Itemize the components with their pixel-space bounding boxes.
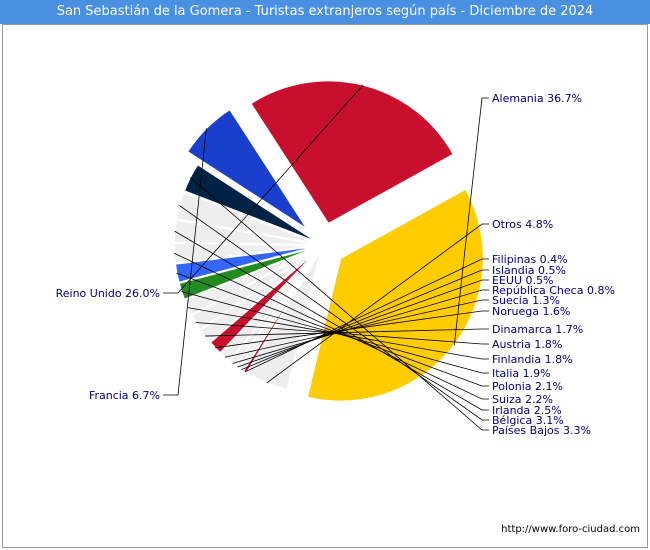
leader-line-italia bbox=[181, 291, 489, 374]
leader-line-polonia bbox=[176, 272, 489, 387]
pie-slice-alemania bbox=[306, 187, 485, 402]
slice-label-filipinas: Filipinas 0.4% bbox=[492, 253, 568, 266]
slice-label-paises-bajos: Países Bajos 3.3% bbox=[492, 424, 591, 437]
slice-label-polonia: Polonia 2.1% bbox=[492, 380, 563, 393]
slice-label-republica-checa: República Checa 0.8% bbox=[492, 284, 615, 297]
leader-line-suiza bbox=[174, 252, 489, 400]
leader-line-noruega bbox=[215, 310, 489, 349]
pie-slice-irlanda bbox=[173, 219, 318, 246]
slice-label-austria: Austria 1.8% bbox=[492, 338, 562, 351]
slice-label-finlandia: Finlandia 1.8% bbox=[492, 353, 573, 366]
leader-line-paises-bajos bbox=[189, 177, 489, 431]
slice-label-otros: Otros 4.8% bbox=[492, 218, 553, 231]
leader-line-dinamarca bbox=[205, 328, 489, 337]
slice-label-noruega: Noruega 1.6% bbox=[492, 305, 570, 318]
slice-label-islandia: Islandia 0.5% bbox=[492, 264, 566, 277]
pie-slice-paises-bajos bbox=[183, 163, 319, 243]
leader-line-filipinas bbox=[244, 258, 489, 373]
slice-label-reino-unido: Reino Unido 26.0% bbox=[56, 287, 160, 300]
slice-labels: Alemania 36.7% Otros 4.8% Filipinas 0.4%Is… bbox=[56, 92, 615, 437]
slice-label-suiza: Suiza 2.2% bbox=[492, 393, 553, 406]
leader-line-belgica bbox=[179, 205, 489, 421]
pie-slice-reino-unido bbox=[249, 79, 455, 225]
pie-slice-italia bbox=[178, 246, 318, 301]
slice-label-suecia: Suecia 1.3% bbox=[492, 294, 560, 307]
slice-label-irlanda: Irlanda 2.5% bbox=[492, 404, 562, 417]
leader-line-austria bbox=[195, 322, 489, 345]
leader-line-suecia bbox=[224, 299, 489, 358]
chart-title: San Sebastián de la Gomera - Turistas ex… bbox=[0, 0, 650, 24]
slice-label-dinamarca: Dinamarca 1.7% bbox=[492, 323, 583, 336]
leader-line-otros bbox=[266, 223, 489, 384]
leader-line-republica-checa bbox=[232, 289, 489, 364]
leader-line-reino-unido bbox=[163, 84, 364, 294]
slice-label-francia: Francia 6.7% bbox=[89, 389, 160, 402]
leader-line-irlanda bbox=[174, 230, 489, 411]
leader-lines bbox=[163, 84, 489, 431]
leader-line-islandia bbox=[241, 269, 489, 371]
slice-label-italia: Italia 1.9% bbox=[492, 367, 551, 380]
pie-slices bbox=[173, 79, 485, 402]
pie-slice-belgica bbox=[175, 191, 318, 245]
slice-label-alemania: Alemania 36.7% bbox=[492, 92, 582, 105]
source-url[interactable]: http://www.foro-ciudad.com bbox=[501, 524, 640, 535]
leader-line-francia bbox=[163, 128, 207, 396]
slice-label-eeuu: EEUU 0.5% bbox=[492, 274, 553, 287]
leader-line-finlandia bbox=[187, 307, 489, 360]
leader-line-alemania bbox=[453, 97, 489, 345]
slice-label-belgica: Bélgica 3.1% bbox=[492, 414, 564, 427]
